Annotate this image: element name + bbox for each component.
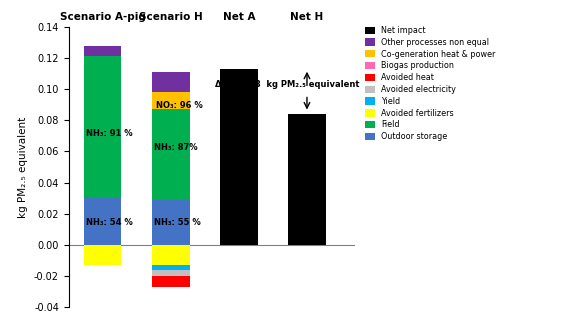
Bar xyxy=(152,72,189,92)
Bar xyxy=(84,245,121,265)
Bar xyxy=(84,56,121,198)
Bar xyxy=(152,270,189,276)
Legend: Net impact, Other processes non equal, Co-generation heat & power, Biogas produc: Net impact, Other processes non equal, C… xyxy=(364,25,496,142)
Bar xyxy=(152,265,189,270)
Text: NO₃: 96 %: NO₃: 96 % xyxy=(156,101,202,110)
Text: NH₃: 91 %: NH₃: 91 % xyxy=(86,129,133,138)
Bar xyxy=(84,46,121,56)
Text: NH₃: 54 %: NH₃: 54 % xyxy=(86,218,133,227)
Bar xyxy=(152,245,189,265)
Bar xyxy=(152,92,189,109)
Y-axis label: kg PM₂.₅ equivalent: kg PM₂.₅ equivalent xyxy=(18,116,29,218)
Bar xyxy=(152,109,189,200)
Text: NH₃: 55 %: NH₃: 55 % xyxy=(154,218,201,227)
Bar xyxy=(84,198,121,245)
Bar xyxy=(220,69,257,245)
Text: NH₃: 87%: NH₃: 87% xyxy=(154,143,198,152)
Bar xyxy=(288,114,325,245)
Bar xyxy=(152,276,189,287)
Bar xyxy=(152,200,189,245)
Text: Δ = 0.028  kg PM₂.₅ equivalent: Δ = 0.028 kg PM₂.₅ equivalent xyxy=(215,80,360,89)
